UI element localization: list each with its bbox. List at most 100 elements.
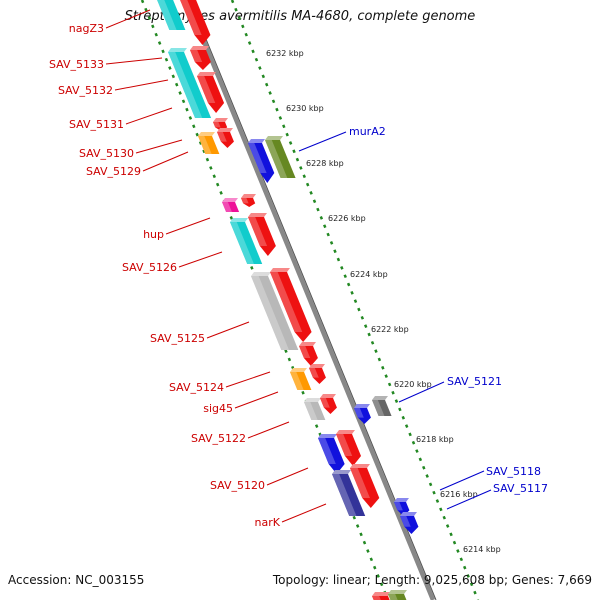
gene-label-sav-5118: SAV_5118	[486, 465, 541, 478]
gene-block-nark-highlight	[350, 468, 370, 498]
gene-block-hup-magenta[interactable]	[222, 198, 240, 212]
gene-block-sav-5126[interactable]	[248, 213, 276, 256]
callout-sav-5129	[142, 151, 189, 172]
gene-block-sav-5120-cap	[336, 430, 355, 434]
gene-block-sav-5122[interactable]	[318, 434, 345, 474]
gene-block-sav-5121-blue-cap	[354, 404, 370, 408]
gene-block-sav-5132[interactable]	[197, 72, 225, 113]
gene-block-sav-5126-cyan-cap	[230, 218, 248, 222]
gene-block-mura2-highlight	[265, 140, 288, 178]
gene-label-sav-5122: SAV_5122	[191, 432, 246, 445]
gene-block-sav-5126-highlight	[248, 217, 268, 246]
kbp-label-6216: 6216 kbp	[440, 490, 478, 499]
gene-block-sav-5131-cap	[213, 118, 228, 122]
gene-block-sav-5125-highlight	[270, 272, 303, 332]
gene-label-nagz3: nagZ3	[69, 22, 104, 35]
kbp-label-6222: 6222 kbp	[371, 325, 409, 334]
gene-block-mura2-blue[interactable]	[248, 139, 275, 183]
kbp-label-6228: 6228 kbp	[306, 159, 344, 168]
callout-mura2	[298, 131, 347, 152]
gene-block-sav-5120-highlight	[336, 434, 353, 456]
gene-block-sav-5130-highlight	[198, 136, 212, 154]
gene-block-mura2-cap	[265, 136, 283, 140]
gene-block-sav-5121-blue[interactable]	[354, 404, 371, 424]
gene-block-sav-5133-cap	[190, 46, 209, 50]
gene-block-sig45-highlight	[320, 398, 330, 408]
callout-sig45	[234, 391, 279, 409]
gene-block-sav-5133-cyan-cap	[168, 48, 187, 52]
gene-block-sav-5131-highlight	[213, 122, 221, 128]
gene-block-nagz3[interactable]	[176, 0, 211, 45]
gene-block-sav-5133-cyan-highlight	[168, 52, 203, 118]
gene-block-hup-cap	[241, 194, 256, 198]
gene-block-bottom-red[interactable]	[372, 592, 391, 600]
gene-block-nagz3-cyan[interactable]	[153, 0, 186, 30]
gene-block-mura2[interactable]	[265, 136, 296, 178]
right-guide-line	[230, 0, 480, 600]
gene-block-hup[interactable]	[241, 194, 256, 207]
accession-label: Accession: NC_003155	[8, 573, 145, 587]
callout-sav-5133	[105, 57, 163, 65]
gene-block-sav-5126-cap	[248, 213, 267, 217]
callout-sav-5118	[439, 470, 485, 491]
kbp-label-6230: 6230 kbp	[286, 104, 324, 113]
gene-block-nark-navy-cap	[332, 470, 351, 474]
gene-block-sav-5129[interactable]	[217, 128, 234, 148]
gene-block-mura2-blue-highlight	[248, 143, 267, 173]
gene-block-sav-5133[interactable]	[190, 46, 211, 70]
gene-block-sav-5125[interactable]	[270, 268, 312, 342]
gene-block-sav-5121[interactable]	[372, 396, 392, 416]
kbp-label-6226: 6226 kbp	[328, 214, 366, 223]
gene-block-sav-5129-highlight	[217, 132, 227, 142]
gene-label-sav-5120: SAV_5120	[210, 479, 265, 492]
gene-block-sav-5125b[interactable]	[299, 342, 318, 366]
gene-block-sav-5124-highlight	[290, 372, 304, 390]
gene-block-sav-5125-grey-cap	[251, 272, 271, 276]
gene-block-sav-5117-highlight	[400, 516, 411, 527]
genome-axis	[184, 0, 436, 600]
gene-block-hup-magenta-cap	[222, 198, 238, 202]
gene-block-sav-5118-highlight	[394, 502, 403, 511]
gene-block-sav-5133-cyan[interactable]	[168, 48, 212, 118]
gene-block-sav-5117[interactable]	[400, 512, 419, 534]
gene-block-sav-5124b[interactable]	[309, 364, 326, 384]
gene-label-nark: narK	[255, 516, 281, 529]
gene-label-mura2: murA2	[349, 125, 386, 138]
genome-axis-shadow	[189, 0, 437, 600]
gene-label-sav-5117: SAV_5117	[493, 482, 548, 495]
kbp-label-6214: 6214 kbp	[463, 545, 501, 554]
gene-block-sav-5121-highlight	[372, 400, 385, 416]
topology-label: Topology: linear; Length: 9,025,608 bp; …	[272, 573, 592, 587]
gene-block-sav-5124[interactable]	[290, 368, 312, 390]
callout-sav-5117	[446, 489, 492, 510]
gene-block-mura2-blue-cap	[248, 139, 265, 143]
gene-block-sav-5125-grey-highlight	[251, 276, 289, 350]
gene-label-sav-5133: SAV_5133	[49, 58, 104, 71]
gene-label-sav-5130: SAV_5130	[79, 147, 134, 160]
gene-block-sav-5130[interactable]	[198, 132, 220, 154]
gene-block-sav-5126-cyan[interactable]	[230, 218, 263, 264]
kbp-label-6220: 6220 kbp	[394, 380, 432, 389]
callout-sav-5125	[206, 321, 250, 339]
gene-block-nark[interactable]	[350, 464, 380, 508]
gene-block-bottom-olive[interactable]	[388, 590, 411, 600]
gene-block-sav-5125-grey[interactable]	[251, 272, 299, 350]
callout-sav-5131	[125, 107, 173, 125]
kbp-label-6224: 6224 kbp	[350, 270, 388, 279]
gene-block-sav-5124-cap	[290, 368, 307, 372]
gene-block-sav-5125b-highlight	[299, 346, 311, 358]
gene-block-sav-5120[interactable]	[336, 430, 362, 466]
gene-block-sig45-grey[interactable]	[304, 398, 326, 420]
kbp-label-6218: 6218 kbp	[416, 435, 454, 444]
gene-block-sig45-grey-highlight	[304, 402, 318, 420]
gene-block-sig45-grey-cap	[304, 398, 321, 402]
gene-block-nark-navy[interactable]	[332, 470, 366, 516]
gene-block-nagz3-cyan-highlight	[157, 0, 177, 30]
gene-block-sav-5132-highlight	[197, 76, 216, 103]
gene-block-sav-5117-cap	[400, 512, 417, 516]
gene-block-sig45[interactable]	[320, 394, 337, 414]
gene-block-sav-5125-cap	[270, 268, 290, 272]
gene-block-sav-5125b-cap	[299, 342, 316, 346]
callout-sav-5124	[225, 371, 271, 388]
gene-block-sav-5126-cyan-highlight	[230, 222, 254, 264]
